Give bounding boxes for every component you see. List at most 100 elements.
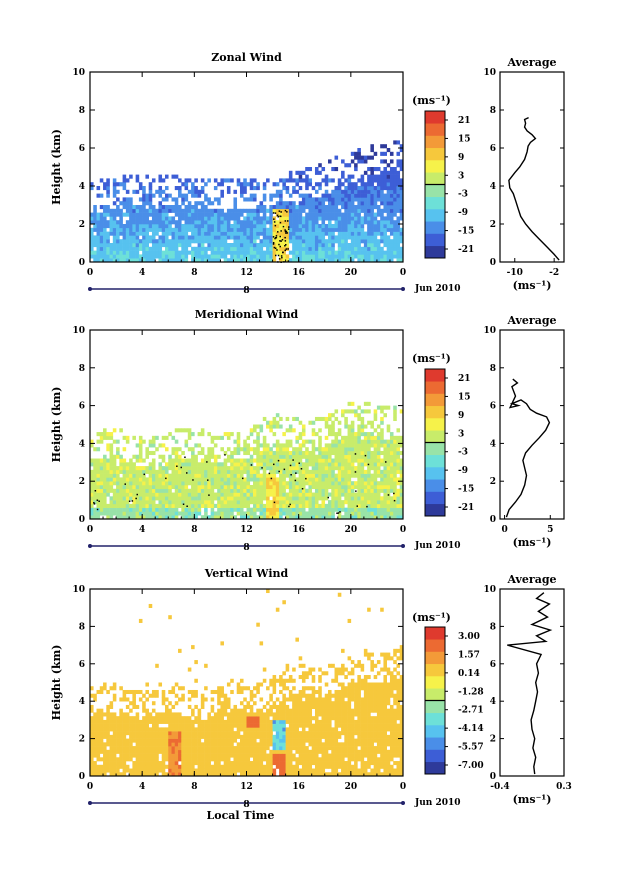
heatmap-cell <box>220 473 224 478</box>
heatmap-cell <box>96 212 101 217</box>
heatmap-cell <box>396 186 401 191</box>
heatmap-cell <box>178 772 182 777</box>
heatmap-cell <box>344 193 348 198</box>
heatmap-cell <box>239 496 244 501</box>
heatmap-cell <box>383 239 387 244</box>
heatmap-cell <box>99 708 104 713</box>
heatmap-cell <box>246 488 251 493</box>
heatmap-cell <box>226 768 231 773</box>
heatmap-cell <box>226 496 231 501</box>
heatmap-cell <box>233 481 238 486</box>
heatmap-cell <box>350 159 355 164</box>
heatmap-cell <box>373 178 378 183</box>
heatmap-cell <box>275 420 280 425</box>
heatmap-cell <box>350 189 355 194</box>
heatmap-cell <box>161 511 166 516</box>
heatmap-cell <box>135 235 140 240</box>
heatmap-cell <box>148 511 153 516</box>
profile-title: Average <box>506 314 556 327</box>
heatmap-cell <box>376 254 381 259</box>
heatmap-cell <box>148 443 153 448</box>
heatmap-cell <box>161 205 166 210</box>
heatmap-cell <box>305 254 309 259</box>
colorbar-unit: (ms⁻¹) <box>412 94 451 107</box>
heatmap-cell <box>233 239 238 244</box>
heatmap-cell <box>168 742 172 747</box>
heatmap-cell <box>135 220 140 225</box>
heatmap-cell <box>308 220 313 225</box>
heatmap-cell <box>350 254 355 259</box>
heatmap-cell <box>168 224 172 229</box>
heatmap-cell <box>210 227 215 232</box>
heatmap-cell <box>119 723 123 728</box>
heatmap-cell <box>125 477 130 482</box>
heatmap-cell <box>213 712 218 717</box>
heatmap-cell <box>106 704 110 709</box>
heatmap-cell <box>181 686 185 691</box>
heatmap-cell <box>155 227 159 232</box>
heatmap-cell <box>138 246 143 251</box>
heatmap-cell <box>129 469 133 474</box>
heatmap-cell <box>187 462 192 467</box>
heatmap-cell <box>288 250 293 255</box>
heatmap-cell <box>184 235 189 240</box>
heatmap-cell <box>298 511 303 516</box>
heatmap-cell <box>380 258 384 263</box>
heatmap-cell <box>331 477 335 482</box>
heatmap-cell <box>138 224 143 229</box>
colorbar-segment <box>425 467 445 480</box>
heatmap-cell <box>389 500 394 505</box>
heatmap-cell <box>295 458 299 463</box>
heatmap-cell <box>360 174 365 179</box>
colorbar-segment <box>425 405 445 419</box>
heatmap-cell <box>197 432 202 437</box>
heatmap-cell <box>350 235 355 240</box>
heatmap-cell <box>171 761 176 766</box>
heatmap-cell <box>194 704 198 709</box>
heatmap-cell <box>324 511 329 516</box>
heatmap-cell <box>145 484 149 490</box>
heatmap-cell <box>233 227 238 232</box>
contour-dot <box>282 251 284 254</box>
heatmap-cell <box>253 503 257 508</box>
heatmap-cell <box>96 742 101 747</box>
heatmap-cell <box>253 488 257 493</box>
heatmap-cell <box>393 484 397 490</box>
heatmap-cell <box>217 216 221 221</box>
heatmap-cell <box>347 515 352 520</box>
heatmap-cell <box>106 731 110 736</box>
heatmap-cell <box>305 193 309 198</box>
colorbar-tick-label: 21 <box>458 116 471 126</box>
heatmap-cell <box>344 420 348 425</box>
heatmap-cell <box>396 450 401 456</box>
heatmap-cell <box>373 454 378 459</box>
heatmap-cell <box>217 753 221 758</box>
heatmap-cell <box>262 469 267 474</box>
contour-dot <box>275 236 278 239</box>
heatmap-cell <box>399 159 404 164</box>
heatmap-cell <box>191 432 195 437</box>
heatmap-cell <box>239 447 244 452</box>
heatmap-cell <box>266 447 270 452</box>
heatmap-cell <box>200 727 205 732</box>
heatmap-cell <box>380 469 384 474</box>
heatmap-cell <box>337 224 342 229</box>
heatmap-cell <box>119 496 123 501</box>
heatmap-cell <box>308 250 313 255</box>
heatmap-cell <box>142 734 146 739</box>
heatmap-cell <box>132 746 136 751</box>
heatmap-cell <box>383 443 387 448</box>
heatmap-cell <box>239 503 244 508</box>
x-tick-label: 0 <box>400 525 406 535</box>
heatmap-cell <box>272 227 277 232</box>
heatmap-cell <box>380 231 384 236</box>
heatmap-cell <box>194 201 198 206</box>
heatmap-cell <box>363 216 368 221</box>
heatmap-cell <box>112 764 117 769</box>
heatmap-cell <box>181 511 185 516</box>
heatmap-cell <box>138 492 143 497</box>
heatmap-cell <box>184 507 189 512</box>
heatmap-cell <box>191 208 195 213</box>
heatmap-cell <box>174 716 179 721</box>
heatmap-cell <box>122 224 127 229</box>
